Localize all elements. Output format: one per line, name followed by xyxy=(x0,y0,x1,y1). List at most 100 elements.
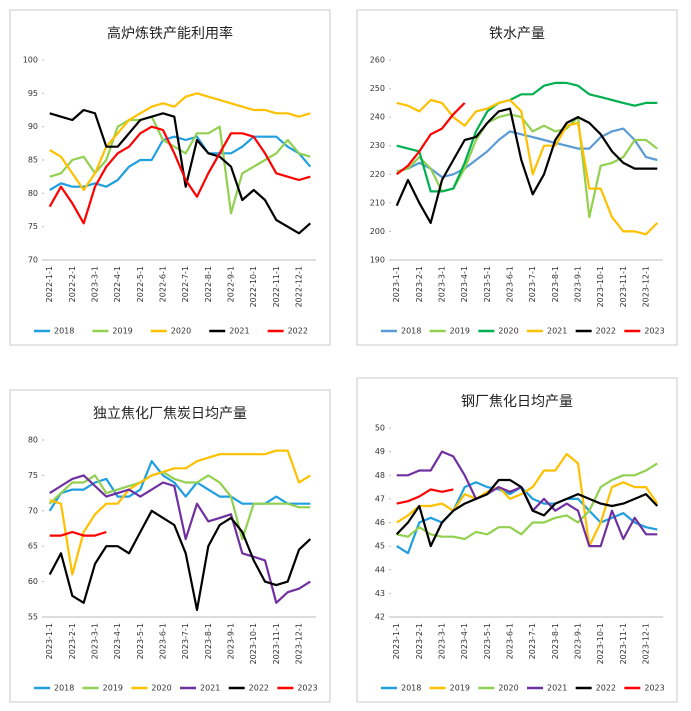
series-line xyxy=(396,102,466,176)
x-tick-label: 2022-11-1 xyxy=(272,266,281,307)
chart-title: 高炉炼铁产能利用率 xyxy=(107,25,233,42)
legend-label: 2020 xyxy=(151,684,171,693)
x-tick-label: 2023-8-1 xyxy=(551,623,560,659)
x-tick-label: 2023-1-1 xyxy=(45,623,54,659)
y-tick-label: 90 xyxy=(28,122,38,131)
series-line xyxy=(396,127,658,179)
x-tick-label: 2023-10-1 xyxy=(596,266,605,307)
x-tick-label: 2022-7-1 xyxy=(181,266,190,302)
x-tick-label: 2023-4-1 xyxy=(460,266,469,302)
x-tick-label: 2023-1-1 xyxy=(392,266,401,302)
x-tick-label: 2023-3-1 xyxy=(438,266,447,302)
series-line xyxy=(49,135,312,191)
x-tick-label: 2023-2-1 xyxy=(415,266,424,302)
x-tick-label: 2023-12-1 xyxy=(642,266,651,307)
series-line xyxy=(49,449,311,576)
x-tick-label: 2022-12-1 xyxy=(295,266,304,307)
x-tick-label: 2023-2-1 xyxy=(415,623,424,659)
y-tick-label: 80 xyxy=(28,189,38,198)
legend-label: 2022 xyxy=(249,684,269,693)
y-tick-label: 60 xyxy=(28,577,38,586)
chart-title: 钢厂焦化日均产量 xyxy=(461,394,573,410)
series-line xyxy=(49,474,311,604)
series-line xyxy=(48,125,311,225)
x-tick-label: 2023-5-1 xyxy=(136,623,145,659)
x-tick-label: 2022-6-1 xyxy=(159,266,168,302)
legend-label: 2022 xyxy=(596,327,616,336)
x-tick-label: 2023-3-1 xyxy=(438,623,447,659)
legend-label: 2019 xyxy=(103,684,123,693)
legend-label: 2018 xyxy=(54,684,74,693)
y-tick-label: 50 xyxy=(375,424,385,433)
x-tick-label: 2023-6-1 xyxy=(506,266,515,302)
y-tick-label: 190 xyxy=(370,256,385,265)
x-tick-label: 2022-9-1 xyxy=(227,266,236,302)
x-tick-label: 2023-5-1 xyxy=(483,266,492,302)
x-tick-label: 2023-10-1 xyxy=(596,623,605,664)
chart-title: 独立焦化厂焦炭日均产量 xyxy=(93,406,247,422)
x-tick-label: 2023-5-1 xyxy=(483,623,492,659)
y-tick-label: 70 xyxy=(28,256,38,265)
legend-label: 2021 xyxy=(547,327,567,336)
y-tick-label: 42 xyxy=(375,613,385,622)
x-tick-label: 2022-1-1 xyxy=(45,266,54,302)
legend-label: 2021 xyxy=(229,327,249,336)
x-tick-label: 2023-4-1 xyxy=(113,623,122,659)
x-tick-label: 2023-12-1 xyxy=(642,623,651,664)
legend-label: 2021 xyxy=(547,684,567,693)
y-tick-label: 55 xyxy=(28,613,38,622)
x-tick-label: 2023-7-1 xyxy=(528,266,537,302)
y-tick-label: 210 xyxy=(370,198,385,207)
legend-label: 2022 xyxy=(596,684,616,693)
series-line xyxy=(395,478,659,548)
series-line xyxy=(396,462,658,541)
x-tick-label: 2022-4-1 xyxy=(113,266,122,302)
legend-label: 2020 xyxy=(171,327,191,336)
x-tick-label: 2022-5-1 xyxy=(136,266,145,302)
x-tick-label: 2022-2-1 xyxy=(68,266,77,302)
series-line xyxy=(396,98,659,236)
y-tick-label: 220 xyxy=(370,170,385,179)
panel xyxy=(356,377,678,703)
y-tick-label: 100 xyxy=(23,56,38,65)
panel xyxy=(356,9,678,346)
y-tick-label: 240 xyxy=(370,113,385,122)
x-tick-label: 2022-10-1 xyxy=(249,266,258,307)
x-tick-label: 2023-3-1 xyxy=(91,266,100,302)
legend-label: 2023 xyxy=(297,684,317,693)
series-line xyxy=(49,530,107,537)
x-tick-label: 2023-9-1 xyxy=(227,623,236,659)
y-tick-label: 80 xyxy=(28,436,38,445)
series-line xyxy=(395,107,658,224)
y-tick-label: 44 xyxy=(375,565,385,574)
y-tick-label: 200 xyxy=(370,227,385,236)
y-tick-label: 75 xyxy=(28,222,38,231)
x-tick-label: 2023-7-1 xyxy=(181,623,190,659)
y-tick-label: 65 xyxy=(28,542,38,551)
x-tick-label: 2023-7-1 xyxy=(528,623,537,659)
x-tick-label: 2023-10-1 xyxy=(249,623,258,664)
x-tick-label: 2023-4-1 xyxy=(460,623,469,659)
legend-label: 2020 xyxy=(498,684,518,693)
legend-label: 2019 xyxy=(450,327,470,336)
x-tick-label: 2023-6-1 xyxy=(506,623,515,659)
y-tick-label: 260 xyxy=(370,56,385,65)
y-tick-label: 48 xyxy=(375,471,385,480)
series-line xyxy=(48,470,311,541)
legend-label: 2018 xyxy=(401,684,421,693)
y-tick-label: 47 xyxy=(375,494,385,503)
series-line xyxy=(49,108,312,235)
x-tick-label: 2023-2-1 xyxy=(68,623,77,659)
x-tick-label: 2023-11-1 xyxy=(619,266,628,307)
y-tick-label: 250 xyxy=(370,84,385,93)
legend-label: 2020 xyxy=(498,327,518,336)
y-tick-label: 75 xyxy=(28,471,38,480)
x-tick-label: 2023-1-1 xyxy=(392,623,401,659)
legend-label: 2018 xyxy=(54,327,74,336)
x-tick-label: 2023-8-1 xyxy=(204,623,213,659)
y-tick-label: 43 xyxy=(375,589,385,598)
y-tick-label: 45 xyxy=(375,542,385,551)
legend-label: 2022 xyxy=(288,327,308,336)
legend-label: 2019 xyxy=(450,684,470,693)
